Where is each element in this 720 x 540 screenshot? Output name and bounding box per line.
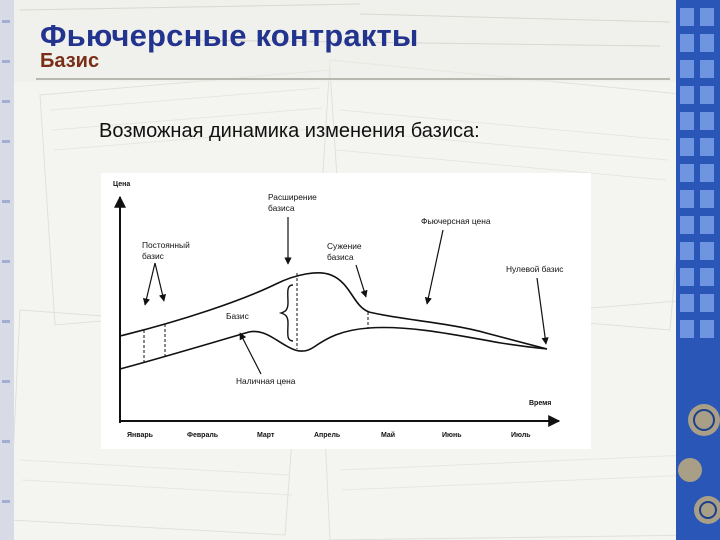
basis-diagram: Цена Время Январь Февраль Март Апрель Ма… xyxy=(101,173,591,449)
callout-zero-basis: Нулевой базис xyxy=(506,264,564,274)
y-axis-label: Цена xyxy=(113,181,130,188)
callout-futures-price: Фьючерсная цена xyxy=(421,216,491,226)
right-decor-strip xyxy=(676,0,720,540)
callout-basis: Базис xyxy=(226,311,249,321)
spot-price-line xyxy=(119,326,548,370)
callout-spot-price: Наличная цена xyxy=(236,376,296,386)
arrow-basis-narrowing xyxy=(355,264,368,298)
month-label: Февраль xyxy=(187,432,219,439)
arrow-spot-price xyxy=(239,332,262,375)
arrow-zero-basis xyxy=(536,277,549,345)
callout-constant-basis-line1: Постоянный xyxy=(142,240,190,250)
callout-constant-basis-line2: базис xyxy=(142,251,164,261)
callout-basis-narrowing-line2: базиса xyxy=(327,252,354,262)
month-label: Июнь xyxy=(442,432,462,439)
header-divider xyxy=(36,78,670,80)
left-decor-strip xyxy=(0,0,14,540)
month-label: Июль xyxy=(511,432,531,439)
basis-diagram-svg: Цена Время Январь Февраль Март Апрель Ма… xyxy=(113,181,564,439)
lead-text: Возможная динамика изменения базиса: xyxy=(99,120,480,142)
callout-basis-widening-line2: базиса xyxy=(268,203,295,213)
slide-subtitle: Базис xyxy=(40,50,100,72)
month-label: Апрель xyxy=(314,432,341,439)
slide-title: Фьючерсные контракты xyxy=(40,18,419,53)
month-label: Март xyxy=(257,432,275,439)
arrow-futures-price xyxy=(424,229,444,305)
futures-price-line xyxy=(119,272,548,350)
arrow-constant-basis-left xyxy=(142,262,156,306)
basis-brace xyxy=(278,284,294,342)
x-axis-label: Время xyxy=(529,400,551,407)
arrow-constant-basis-right xyxy=(154,262,167,302)
header-band xyxy=(0,0,720,82)
callout-basis-widening-line1: Расширение xyxy=(268,192,317,202)
month-label: Январь xyxy=(127,432,154,439)
callout-basis-narrowing-line1: Сужение xyxy=(327,241,362,251)
month-label: Май xyxy=(381,431,395,439)
